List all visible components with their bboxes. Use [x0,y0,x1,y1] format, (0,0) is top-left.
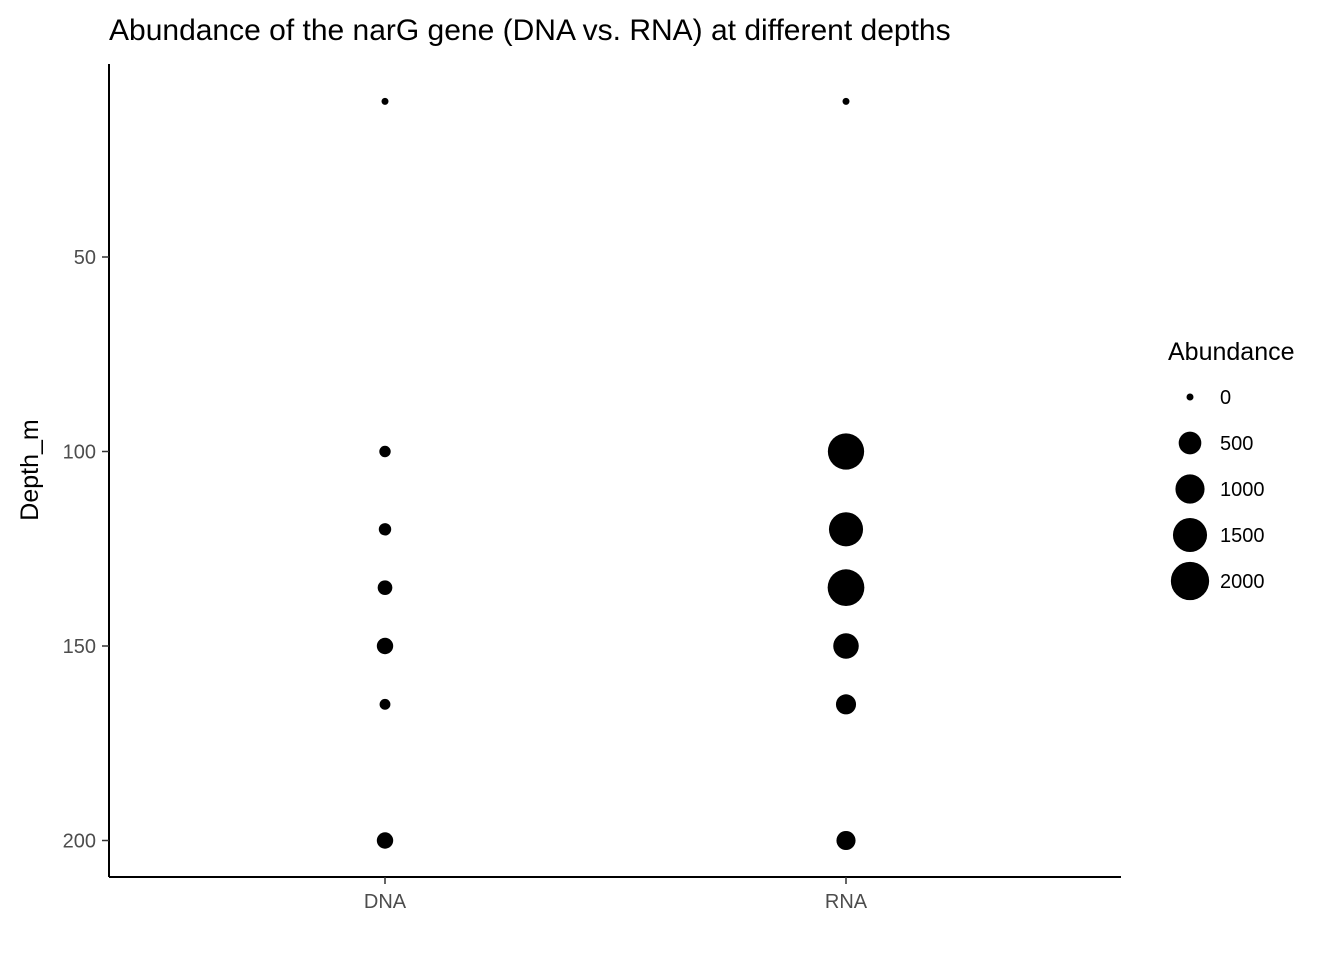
y-tick-label: 150 [63,636,96,658]
legend-key [1172,517,1208,553]
legend-label: 0 [1220,387,1231,409]
x-tick-label: RNA [825,891,868,913]
y-tick-label: 200 [63,831,96,853]
plot-area [376,97,865,851]
y-tick-label: 100 [63,442,96,464]
legend-title: Abundance [1168,338,1295,366]
data-point [827,433,865,470]
data-point [379,698,391,710]
x-tick-label: DNA [364,891,407,913]
data-point [378,523,392,536]
data-point [833,633,859,659]
size-legend: Abundance 0 500 1000 1500 2000 [1168,338,1295,601]
data-point [842,97,850,105]
data-point [376,637,394,655]
legend-key [1170,561,1210,601]
legend-label: 2000 [1220,571,1265,593]
data-point [828,512,864,547]
data-point [836,830,856,851]
legend-key [1178,431,1202,455]
data-point [835,694,857,715]
y-tick-label: 50 [74,247,96,269]
chart-title: Abundance of the narG gene (DNA vs. RNA)… [109,14,951,47]
legend-key [1175,474,1205,504]
legend-label: 1000 [1220,479,1265,501]
data-point [376,832,394,849]
legend-label: 500 [1220,433,1253,455]
data-point [381,97,389,105]
data-point [379,445,391,458]
axes: 50 100 150 200 DNA RNA [63,64,1121,913]
data-point [377,580,393,595]
data-point [827,569,865,606]
legend-label: 1500 [1220,525,1265,547]
legend-key [1186,393,1194,401]
y-axis-title: Depth_m [16,419,44,520]
